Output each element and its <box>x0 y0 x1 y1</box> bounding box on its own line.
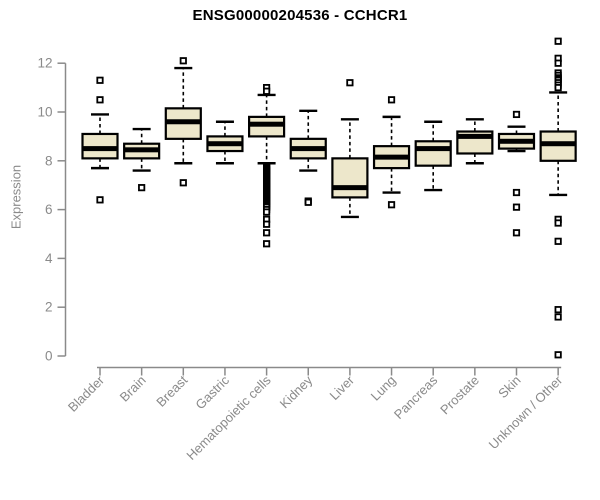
outlier-point <box>554 237 562 245</box>
boxplot-pancreas <box>414 120 452 192</box>
boxplot-brain <box>123 127 161 192</box>
y-tick-label: 10 <box>37 105 52 120</box>
outlier-point <box>96 96 104 104</box>
x-category-label-skin: Skin <box>495 373 523 401</box>
x-category-label-bladder: Bladder <box>65 372 108 415</box>
outlier-point <box>554 59 562 67</box>
x-category-label-liver: Liver <box>326 372 357 403</box>
y-tick-label: 6 <box>45 202 53 217</box>
boxplot-lung <box>372 96 411 209</box>
boxplot-kidney <box>289 109 327 206</box>
outlier-point <box>262 229 271 237</box>
boxplot-liver <box>331 79 369 219</box>
outlier-point <box>262 208 271 216</box>
box <box>414 140 452 167</box>
outlier-point <box>346 79 354 87</box>
outlier-point <box>96 76 104 84</box>
outlier-point <box>554 84 562 92</box>
x-category-label-breast: Breast <box>153 372 190 409</box>
median-line <box>249 121 285 127</box>
median-line <box>290 146 326 152</box>
outlier-point <box>262 220 271 228</box>
boxplot-breast <box>164 57 202 187</box>
outlier-point <box>387 201 396 209</box>
median-line <box>540 141 576 147</box>
median-line <box>457 133 493 139</box>
box <box>331 157 369 199</box>
boxplot-prostate <box>456 118 494 165</box>
outlier-point <box>512 110 521 119</box>
y-axis: 0 2 4 6 8 10 12 <box>37 56 67 364</box>
outlier-point <box>96 196 104 204</box>
outlier-point <box>512 229 521 237</box>
boxplot-unknown-other <box>539 37 577 359</box>
outlier-point <box>138 184 146 192</box>
outlier-point <box>179 57 187 65</box>
x-category-label-brain: Brain <box>117 373 149 405</box>
outlier-point <box>554 351 562 359</box>
x-category-label-kidney: Kidney <box>277 372 316 411</box>
median-line <box>415 146 451 152</box>
chart-title: ENSG00000204536 - CCHCR1 <box>192 7 408 24</box>
x-category-label-pancreas: Pancreas <box>391 372 441 422</box>
outlier-point <box>554 219 562 227</box>
outlier-point <box>262 87 271 95</box>
boxplot-gastric <box>206 120 244 165</box>
median-line <box>332 185 368 191</box>
y-tick-label: 2 <box>45 300 53 315</box>
x-category-label-gastric: Gastric <box>192 372 232 412</box>
boxplot-bladder <box>81 76 119 204</box>
median-line <box>165 119 201 125</box>
outlier-point <box>262 240 271 248</box>
median-line <box>374 154 410 160</box>
outlier-point <box>304 198 312 206</box>
x-category-label-prostate: Prostate <box>437 373 482 418</box>
median-line <box>124 147 160 153</box>
outlier-point <box>554 313 562 321</box>
y-tick-label: 4 <box>45 251 53 266</box>
x-category-label-unknown-other: Unknown / Other <box>486 372 566 452</box>
median-line <box>499 138 534 144</box>
median-line <box>207 141 243 147</box>
outlier-point <box>387 96 396 104</box>
outlier-point <box>512 203 521 211</box>
boxplot-hematopoietic-cells <box>248 84 286 248</box>
outlier-point <box>179 179 187 187</box>
y-tick-label: 8 <box>45 153 53 168</box>
outlier-point <box>554 306 562 314</box>
outlier-point <box>554 37 562 45</box>
y-tick-label: 0 <box>45 349 53 364</box>
median-line <box>82 146 118 152</box>
x-category-label-lung: Lung <box>368 373 399 404</box>
boxplot-skin <box>497 110 536 237</box>
outlier-point <box>512 188 521 197</box>
y-tick-label: 12 <box>37 56 52 71</box>
